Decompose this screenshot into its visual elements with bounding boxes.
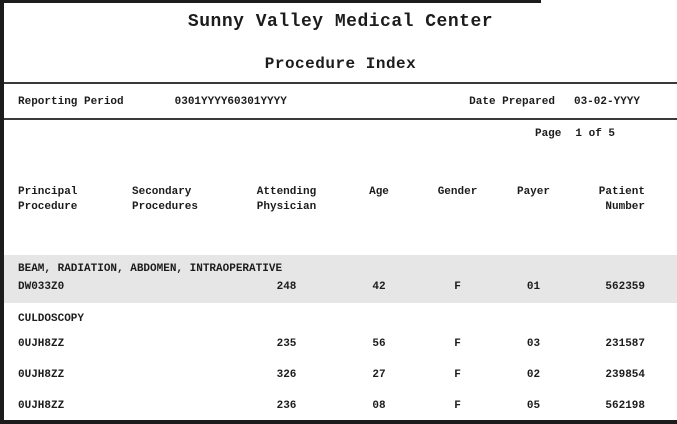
principal-procedure-code-cell: 0UJH8ZZ <box>18 400 65 412</box>
payer-cell: 03 <box>526 338 541 350</box>
page-number-row: Page 1 of 5 <box>4 126 677 142</box>
attending-physician-cell: 326 <box>276 369 297 381</box>
patient-number-cell: 231587 <box>605 338 645 350</box>
report-info-row: Reporting Period 0301YYYY60301YYYY Date … <box>4 94 677 110</box>
table-row: 0UJH8ZZ 326 27 F 02 239854 <box>4 367 677 383</box>
table-column-headers: Principal Procedure Secondary Procedures A… <box>4 153 677 247</box>
page-label: Page <box>534 128 562 140</box>
secondary-procedures-cell <box>124 336 239 352</box>
horizontal-rule-middle <box>4 118 677 120</box>
procedure-group-name: BEAM, RADIATION, ABDOMEN, INTRAOPERATIVE <box>18 263 283 275</box>
payer-cell: 01 <box>526 281 541 293</box>
column-header-gender: Gender <box>437 186 478 198</box>
gender-cell: F <box>454 369 461 381</box>
procedure-group-name: CULDOSCOPY <box>18 313 85 325</box>
date-prepared-value: 03-02-YYYY <box>573 96 640 108</box>
table-row: 0UJH8ZZ 236 08 F 05 562198 <box>4 398 677 414</box>
table-row: 0UJH8ZZ 235 56 F 03 231587 <box>4 336 677 352</box>
attending-physician-cell: 236 <box>276 400 297 412</box>
age-cell: 56 <box>372 338 386 350</box>
principal-procedure-code-cell: DW033Z0 <box>18 281 65 293</box>
age-cell: 42 <box>372 281 386 293</box>
attending-physician-cell: 235 <box>276 338 297 350</box>
reporting-period-label: Reporting Period <box>18 96 124 108</box>
column-header-attending-physician: Attending Physician <box>256 186 317 213</box>
column-header-payer: Payer <box>516 186 550 198</box>
horizontal-rule-top <box>4 82 677 84</box>
payer-cell: 02 <box>526 369 541 381</box>
patient-number-cell: 239854 <box>605 369 645 381</box>
column-header-principal-procedure: Principal Procedure <box>18 186 78 213</box>
report-subtitle: Procedure Index <box>264 55 417 73</box>
page-top-border <box>4 0 541 3</box>
secondary-procedures-cell <box>124 367 239 383</box>
reporting-period-value: 0301YYYY60301YYYY <box>174 96 287 108</box>
procedure-groups-list: BEAM, RADIATION, ABDOMEN, INTRAOPERATIVE… <box>4 255 677 420</box>
attending-physician-cell: 248 <box>276 281 297 293</box>
principal-procedure-code-cell: 0UJH8ZZ <box>18 338 65 350</box>
secondary-procedures-cell <box>124 398 239 414</box>
patient-number-cell: 562359 <box>605 281 645 293</box>
patient-number-cell: 562198 <box>605 400 645 412</box>
age-cell: 27 <box>372 369 386 381</box>
column-header-age: Age <box>369 186 389 198</box>
secondary-procedures-cell <box>124 279 239 295</box>
report-title: Sunny Valley Medical Center <box>187 12 494 32</box>
procedure-group: CULDOSCOPY 0UJH8ZZ 235 56 F 03 231587 0UJH8ZZ 32… <box>4 311 677 420</box>
page-number-value: 1 of 5 <box>575 128 615 140</box>
principal-procedure-code-cell: 0UJH8ZZ <box>18 369 65 381</box>
procedure-group: BEAM, RADIATION, ABDOMEN, INTRAOPERATIVE… <box>4 255 677 303</box>
date-prepared-label: Date Prepared <box>469 96 555 108</box>
payer-cell: 05 <box>526 400 541 412</box>
gender-cell: F <box>454 338 461 350</box>
column-header-secondary-procedures: Secondary Procedures <box>132 186 199 213</box>
gender-cell: F <box>454 281 461 293</box>
column-header-patient-number: Patient Number <box>598 186 645 213</box>
table-row: DW033Z0 248 42 F 01 562359 <box>4 279 677 295</box>
gender-cell: F <box>454 400 461 412</box>
age-cell: 08 <box>372 400 386 412</box>
